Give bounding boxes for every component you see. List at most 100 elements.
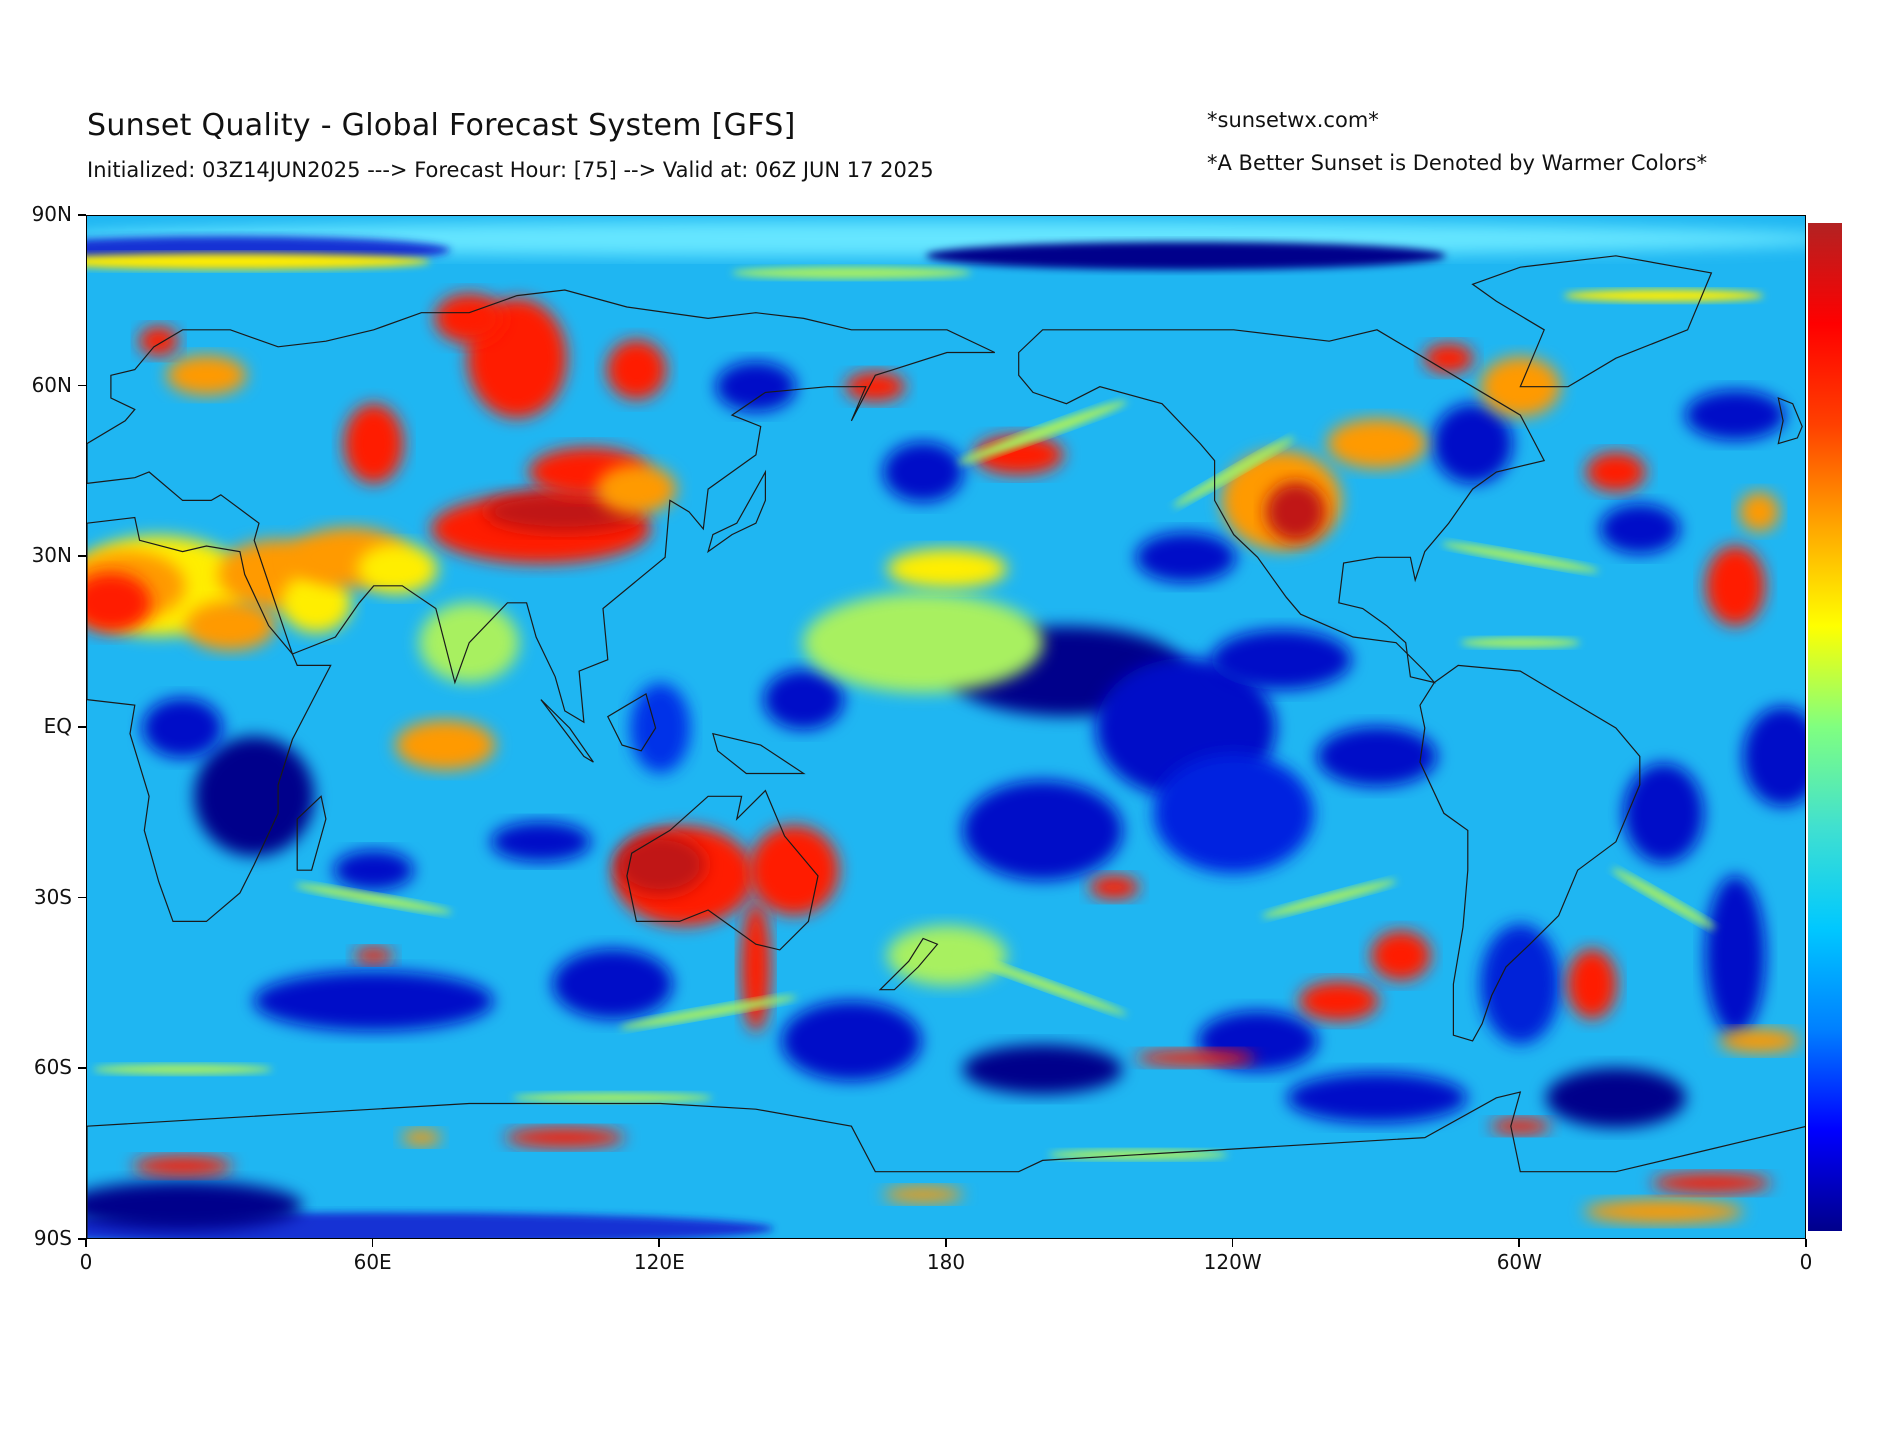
high-quality-region	[357, 543, 438, 594]
high-quality-region	[1298, 981, 1379, 1022]
low-quality-region	[962, 780, 1123, 881]
low-quality-region	[781, 1000, 922, 1081]
sumatra-coast	[540, 699, 594, 763]
chart-subtitle: Initialized: 03Z14JUN2025 ---> Forecast …	[87, 158, 934, 182]
x-tick	[85, 1239, 87, 1247]
x-tick-label: 60E	[353, 1250, 392, 1274]
high-quality-region	[434, 293, 505, 344]
y-tick-label: EQ	[43, 714, 72, 738]
high-quality-region	[1739, 491, 1780, 532]
y-tick	[78, 214, 86, 216]
y-tick	[78, 555, 86, 557]
swirl-streak	[294, 883, 453, 914]
y-tick-label: 30N	[31, 543, 72, 568]
new-zealand-coast	[878, 937, 939, 991]
high-quality-region	[596, 464, 677, 515]
south-america-coast	[1419, 664, 1641, 1042]
uk-coast	[1777, 397, 1803, 445]
high-quality-region	[281, 572, 352, 633]
y-tick-label: 30S	[33, 884, 72, 909]
high-quality-region	[1651, 1173, 1772, 1194]
low-quality-region	[1153, 753, 1314, 874]
japan-coast	[707, 469, 766, 554]
high-quality-region	[1423, 343, 1474, 374]
high-quality-region	[887, 925, 1007, 986]
high-quality-region	[87, 572, 151, 633]
low-quality-region	[1287, 1072, 1467, 1123]
borneo-coast	[607, 692, 657, 752]
colorbar	[1808, 223, 1842, 1231]
low-quality-region	[962, 1044, 1123, 1095]
swirl-streak	[619, 996, 797, 1029]
north-america-coast	[1018, 329, 1546, 684]
high-quality-region	[504, 1127, 625, 1148]
y-tick-label: 90N	[31, 202, 72, 226]
polar-band	[925, 241, 1446, 270]
swirl-streak	[1460, 637, 1581, 648]
high-quality-region	[353, 947, 394, 964]
high-quality-region	[803, 592, 1044, 693]
swirl-streak	[87, 253, 431, 270]
eurasia-coast	[87, 289, 996, 724]
high-quality-region	[1327, 418, 1427, 469]
high-quality-region	[749, 825, 840, 916]
swirl-streak	[1172, 436, 1295, 508]
low-quality-region	[1317, 726, 1437, 787]
low-quality-region	[194, 736, 315, 857]
y-tick	[78, 726, 86, 728]
high-quality-region	[138, 326, 179, 357]
x-tick	[371, 1239, 374, 1247]
x-tick	[1518, 1239, 1520, 1247]
low-quality-region	[715, 361, 796, 412]
high-quality-region	[1135, 1049, 1256, 1066]
swirl-streak	[957, 952, 1128, 1016]
high-quality-region	[343, 403, 404, 484]
x-tick-label: 60W	[1496, 1250, 1542, 1274]
low-quality-region	[253, 971, 494, 1032]
low-quality-region	[1211, 629, 1352, 690]
x-tick-label: 0	[1799, 1250, 1813, 1274]
y-tick	[78, 1067, 86, 1069]
high-quality-region	[1719, 1028, 1800, 1053]
high-quality-region	[1265, 481, 1326, 542]
y-tick-label: 60S	[33, 1055, 72, 1080]
polar-band	[87, 1180, 303, 1231]
y-tick-label: 60N	[31, 372, 72, 397]
swirl-streak	[512, 1092, 713, 1103]
low-quality-region	[1705, 875, 1766, 1036]
x-tick-label: 0	[79, 1250, 93, 1274]
high-quality-region	[1585, 452, 1646, 492]
high-quality-region	[395, 720, 496, 771]
x-tick	[1231, 1239, 1234, 1247]
swirl-streak	[731, 266, 972, 279]
y-tick	[78, 896, 86, 899]
low-quality-region	[630, 683, 691, 773]
africa-coast	[87, 516, 332, 922]
low-quality-region	[1685, 390, 1786, 441]
low-quality-region	[552, 949, 673, 1019]
madagascar-coast	[296, 795, 327, 871]
x-tick-label: 120W	[1203, 1250, 1262, 1274]
low-quality-region	[1432, 403, 1513, 484]
high-quality-region	[887, 548, 1007, 589]
x-tick	[945, 1239, 947, 1247]
high-quality-region	[740, 901, 771, 1032]
high-quality-region	[1370, 930, 1431, 981]
sunset-field	[87, 220, 1805, 1238]
low-quality-region	[490, 821, 591, 862]
low-quality-region	[883, 442, 964, 502]
credit-text: *sunsetwx.com*	[1207, 108, 1379, 132]
swirl-streak	[1441, 542, 1600, 573]
low-quality-region	[1599, 503, 1680, 554]
low-quality-region	[142, 698, 223, 758]
high-quality-region	[845, 371, 906, 402]
high-quality-region	[166, 355, 247, 396]
low-quality-region	[763, 669, 844, 730]
new-guinea-coast	[712, 732, 806, 775]
y-tick	[78, 1238, 86, 1240]
swirl-streak	[957, 400, 1128, 464]
antarctica-coast	[87, 1091, 1805, 1238]
chart-title: Sunset Quality - Global Forecast System …	[87, 108, 796, 143]
high-quality-region	[401, 1129, 442, 1146]
coastlines	[87, 255, 1805, 1238]
